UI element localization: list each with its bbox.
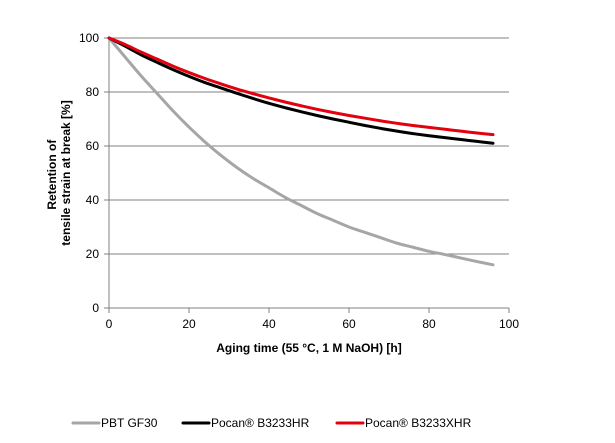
y-tick-label: 60 <box>86 139 100 153</box>
legend-label-0: PBT GF30 <box>101 416 158 430</box>
series-line-2 <box>107 36 495 137</box>
series-line-1 <box>107 36 495 145</box>
x-tick-label: 80 <box>422 317 436 331</box>
series-line-0 <box>107 36 495 267</box>
tick-labels: 0 20 40 60 80 100 0 20 40 60 80 100 <box>79 31 519 331</box>
x-tick-label: 20 <box>182 317 196 331</box>
y-axis-title-line-1: Retention of <box>45 139 59 210</box>
y-axis-title-line-2: tensile strain at break [%] <box>59 100 73 245</box>
legend-label-1: Pocan® B3233HR <box>211 416 310 430</box>
y-tick-label: 40 <box>86 193 100 207</box>
x-axis-title: Aging time (55 °C, 1 M NaOH) [h] <box>216 341 401 355</box>
x-tick-label: 60 <box>342 317 356 331</box>
axes <box>108 38 509 309</box>
y-tick-label: 100 <box>79 31 99 45</box>
series-lines <box>107 36 495 267</box>
y-tick-label: 20 <box>86 247 100 261</box>
gridlines <box>109 37 509 255</box>
y-axis-title: Retention of tensile strain at break [%] <box>45 100 73 245</box>
x-tick-label: 0 <box>106 317 113 331</box>
x-tick-label: 100 <box>499 317 519 331</box>
legend-label-2: Pocan® B3233XHR <box>365 416 472 430</box>
y-tick-label: 0 <box>92 301 99 315</box>
y-tick-label: 80 <box>86 85 100 99</box>
legend: PBT GF30 Pocan® B3233HR Pocan® B3233XHR <box>71 416 472 430</box>
x-tick-label: 40 <box>262 317 276 331</box>
